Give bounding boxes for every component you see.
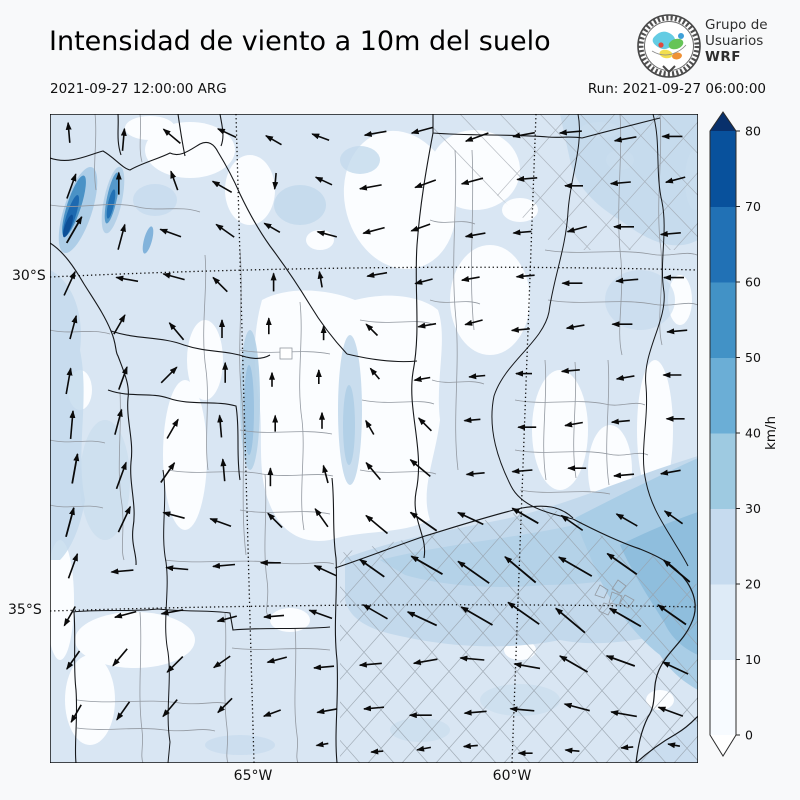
valid-time-label: 2021-09-27 12:00:00 ARG — [50, 81, 227, 97]
svg-text:0: 0 — [745, 728, 753, 743]
run-time-label: Run: 2021-09-27 06:00:00 — [587, 81, 766, 97]
logo-line2: Usuarios — [705, 33, 764, 49]
globe-seal-icon — [637, 14, 701, 78]
svg-text:80: 80 — [745, 124, 761, 139]
province-boundaries — [50, 114, 698, 763]
lon-label-60w: 60°W — [492, 768, 532, 784]
colorbar-unit-label: km/h — [763, 416, 779, 450]
wind-map[interactable] — [50, 114, 698, 763]
wrf-users-group-logo-icon — [637, 14, 701, 78]
svg-text:20: 20 — [745, 577, 761, 592]
logo-line1: Grupo de — [705, 17, 768, 33]
svg-text:70: 70 — [745, 199, 761, 214]
lat-label-30s: 30°S — [12, 268, 46, 284]
department-boundaries — [50, 114, 698, 763]
page-title: Intensidad de viento a 10m del suelo — [49, 26, 551, 57]
svg-text:30: 30 — [745, 501, 761, 516]
colorbar-scale: 0 10 20 30 40 50 60 70 80 — [709, 111, 761, 757]
colorbar: 0 10 20 30 40 50 60 70 80 km/h — [709, 111, 779, 757]
svg-text:60: 60 — [745, 275, 761, 290]
logo-line3: WRF — [705, 49, 742, 65]
wind-vector-arrows — [63, 121, 691, 757]
chaco-department-lattice — [433, 114, 698, 250]
svg-text:40: 40 — [745, 426, 761, 441]
lat-label-35s: 35°S — [8, 602, 42, 618]
logo-text: Grupo de Usuarios WRF — [705, 17, 768, 65]
graticule-lines — [50, 114, 698, 763]
svg-text:10: 10 — [745, 652, 761, 667]
svg-text:50: 50 — [745, 350, 761, 365]
lon-label-65w: 65°W — [233, 768, 273, 784]
